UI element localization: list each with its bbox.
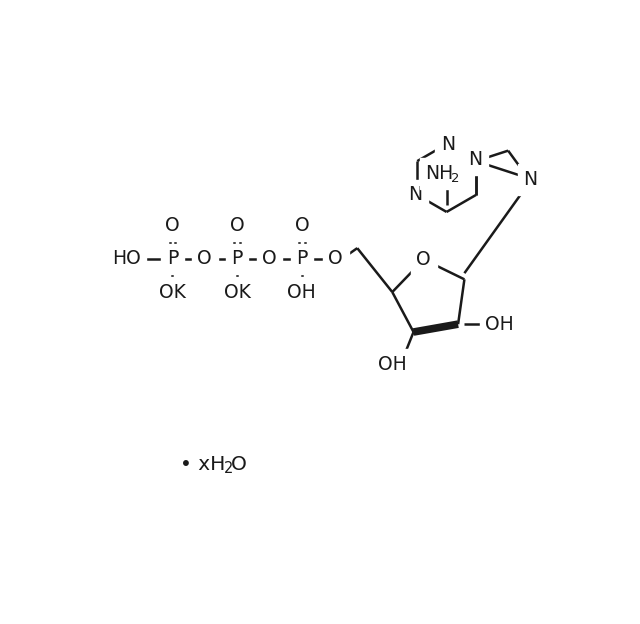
Text: O: O [417, 250, 431, 269]
Text: P: P [232, 250, 243, 268]
Text: N: N [468, 150, 482, 169]
Text: O: O [328, 250, 343, 268]
Text: OK: OK [224, 283, 251, 301]
Text: O: O [165, 217, 180, 235]
Text: O: O [231, 455, 247, 474]
Text: • xH: • xH [180, 455, 225, 474]
Text: OH: OH [485, 314, 514, 334]
Text: 2: 2 [451, 172, 460, 185]
Text: OH: OH [378, 355, 406, 374]
Text: O: O [262, 250, 276, 268]
Text: O: O [230, 217, 244, 235]
Text: OK: OK [159, 283, 186, 301]
Text: O: O [294, 217, 309, 235]
Text: 2: 2 [224, 461, 234, 476]
Text: P: P [296, 250, 307, 268]
Text: HO: HO [112, 250, 141, 268]
Text: N: N [408, 185, 422, 205]
Text: O: O [198, 250, 212, 268]
Text: OH: OH [287, 283, 316, 301]
Text: N: N [524, 170, 538, 189]
Text: NH: NH [426, 164, 454, 183]
Text: N: N [441, 135, 455, 154]
Text: P: P [167, 250, 178, 268]
